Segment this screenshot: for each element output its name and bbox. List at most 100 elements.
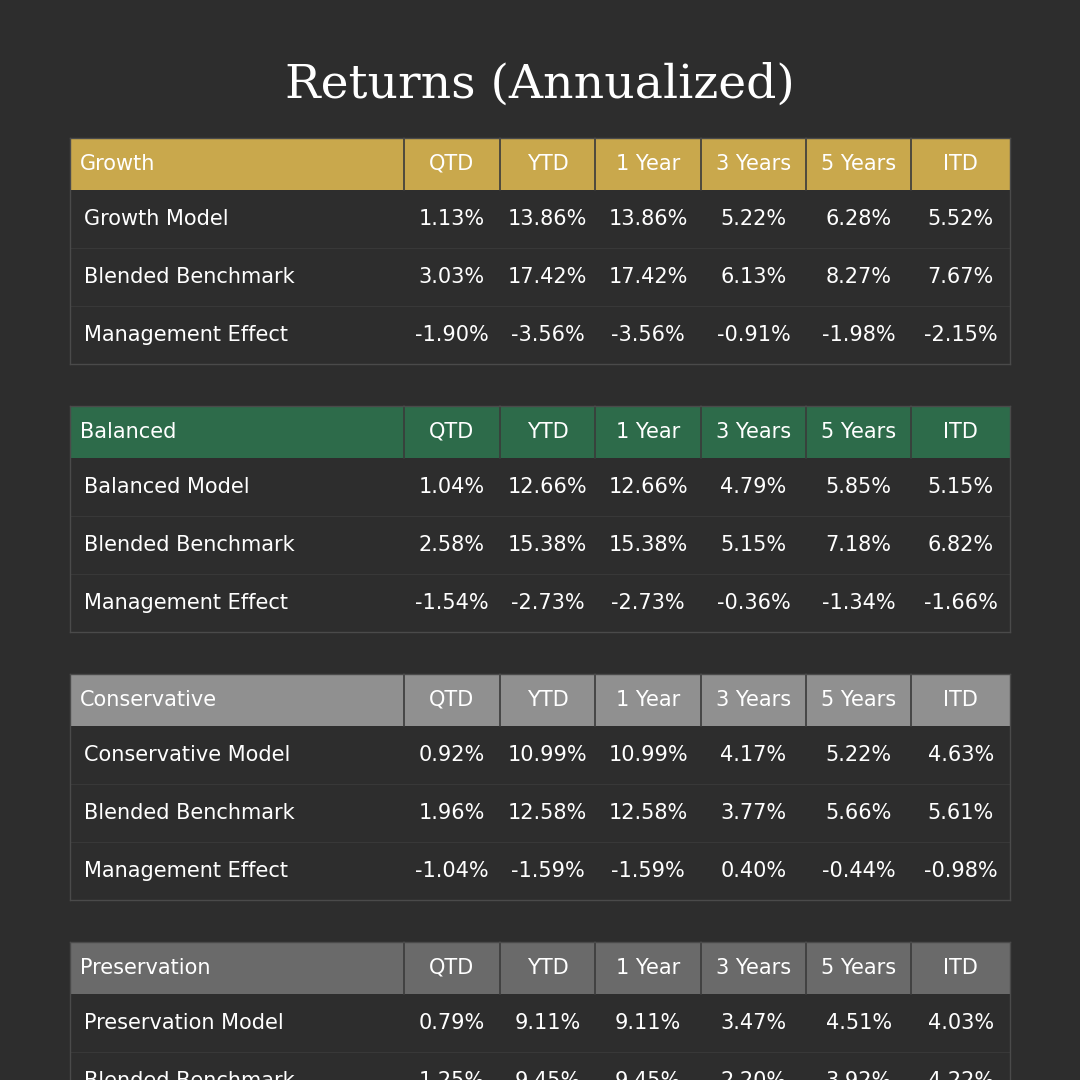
Text: QTD: QTD	[429, 422, 474, 442]
Text: 3.92%: 3.92%	[825, 1071, 892, 1080]
Text: -3.56%: -3.56%	[511, 325, 584, 345]
Text: 9.11%: 9.11%	[514, 1013, 581, 1032]
Text: -0.44%: -0.44%	[822, 861, 895, 881]
Bar	[70, 573, 1010, 632]
Text: 3.47%: 3.47%	[720, 1013, 786, 1032]
Text: 4.51%: 4.51%	[825, 1013, 892, 1032]
Text: 5 Years: 5 Years	[821, 154, 896, 174]
Text: Management Effect: Management Effect	[84, 325, 288, 345]
Text: 1 Year: 1 Year	[616, 690, 680, 710]
Text: 5 Years: 5 Years	[821, 422, 896, 442]
Text: Blended Benchmark: Blended Benchmark	[84, 804, 295, 823]
Text: -2.73%: -2.73%	[611, 593, 685, 613]
Text: 5.61%: 5.61%	[928, 804, 994, 823]
Text: YTD: YTD	[527, 690, 568, 710]
Text: -2.73%: -2.73%	[511, 593, 584, 613]
Bar	[70, 458, 1010, 516]
Text: 2.20%: 2.20%	[720, 1071, 786, 1080]
Text: 1 Year: 1 Year	[616, 422, 680, 442]
Text: -1.59%: -1.59%	[511, 861, 584, 881]
Text: Returns (Annualized): Returns (Annualized)	[285, 62, 795, 107]
Bar	[70, 674, 404, 726]
Bar	[70, 1052, 1010, 1080]
Text: 10.99%: 10.99%	[608, 745, 688, 765]
Bar	[404, 406, 500, 458]
Text: 1 Year: 1 Year	[616, 958, 680, 978]
Text: 3 Years: 3 Years	[716, 958, 791, 978]
Text: 7.67%: 7.67%	[928, 267, 994, 287]
Bar	[404, 674, 500, 726]
Text: 12.58%: 12.58%	[608, 804, 688, 823]
Text: YTD: YTD	[527, 154, 568, 174]
Text: YTD: YTD	[527, 422, 568, 442]
Text: 4.03%: 4.03%	[928, 1013, 994, 1032]
Text: 0.40%: 0.40%	[720, 861, 786, 881]
Text: -0.36%: -0.36%	[716, 593, 791, 613]
Text: -0.91%: -0.91%	[716, 325, 791, 345]
Text: Conservative: Conservative	[80, 690, 217, 710]
Text: 4.17%: 4.17%	[720, 745, 786, 765]
Text: QTD: QTD	[429, 958, 474, 978]
Bar	[70, 842, 1010, 900]
Bar	[70, 516, 1010, 573]
Bar	[912, 674, 1010, 726]
Text: -1.98%: -1.98%	[822, 325, 895, 345]
Bar	[500, 942, 595, 994]
Text: 12.66%: 12.66%	[608, 477, 688, 497]
Bar	[701, 138, 806, 190]
Text: -3.56%: -3.56%	[611, 325, 685, 345]
Text: 3 Years: 3 Years	[716, 690, 791, 710]
Bar	[70, 190, 1010, 248]
Text: -1.34%: -1.34%	[822, 593, 895, 613]
Text: -1.04%: -1.04%	[415, 861, 488, 881]
Text: Management Effect: Management Effect	[84, 593, 288, 613]
Text: -1.90%: -1.90%	[415, 325, 488, 345]
Text: 6.82%: 6.82%	[928, 535, 994, 555]
Text: ITD: ITD	[943, 958, 978, 978]
Text: 0.79%: 0.79%	[419, 1013, 485, 1032]
Bar	[500, 406, 595, 458]
Text: 4.22%: 4.22%	[928, 1071, 994, 1080]
Text: 5 Years: 5 Years	[821, 958, 896, 978]
Text: 1.04%: 1.04%	[419, 477, 485, 497]
Bar	[404, 138, 500, 190]
Bar	[701, 674, 806, 726]
Text: 5.85%: 5.85%	[825, 477, 892, 497]
Text: -2.15%: -2.15%	[923, 325, 998, 345]
Text: 5.52%: 5.52%	[928, 210, 994, 229]
Bar	[500, 674, 595, 726]
Text: 1.25%: 1.25%	[419, 1071, 485, 1080]
Bar	[595, 138, 701, 190]
Bar	[70, 726, 1010, 784]
Text: Blended Benchmark: Blended Benchmark	[84, 535, 295, 555]
Bar	[595, 942, 701, 994]
Text: 1.96%: 1.96%	[418, 804, 485, 823]
Text: Preservation Model: Preservation Model	[84, 1013, 284, 1032]
Text: Growth Model: Growth Model	[84, 210, 229, 229]
Text: Balanced: Balanced	[80, 422, 176, 442]
Text: -0.98%: -0.98%	[923, 861, 998, 881]
Bar	[70, 406, 404, 458]
Text: 12.66%: 12.66%	[508, 477, 588, 497]
Text: 6.13%: 6.13%	[720, 267, 786, 287]
Text: Balanced Model: Balanced Model	[84, 477, 249, 497]
Text: 17.42%: 17.42%	[608, 267, 688, 287]
Text: 3.77%: 3.77%	[720, 804, 786, 823]
Text: 9.45%: 9.45%	[514, 1071, 581, 1080]
Text: 5 Years: 5 Years	[821, 690, 896, 710]
Text: 13.86%: 13.86%	[508, 210, 588, 229]
Text: -1.66%: -1.66%	[923, 593, 998, 613]
Text: 1.13%: 1.13%	[419, 210, 485, 229]
Text: YTD: YTD	[527, 958, 568, 978]
Text: Blended Benchmark: Blended Benchmark	[84, 267, 295, 287]
Bar	[70, 248, 1010, 306]
Bar	[70, 306, 1010, 364]
Text: 1 Year: 1 Year	[616, 154, 680, 174]
Bar	[701, 942, 806, 994]
Text: 5.15%: 5.15%	[720, 535, 786, 555]
Text: ITD: ITD	[943, 422, 978, 442]
Text: Growth: Growth	[80, 154, 156, 174]
Text: 2.58%: 2.58%	[419, 535, 485, 555]
Bar	[70, 994, 1010, 1052]
Text: -1.54%: -1.54%	[415, 593, 488, 613]
